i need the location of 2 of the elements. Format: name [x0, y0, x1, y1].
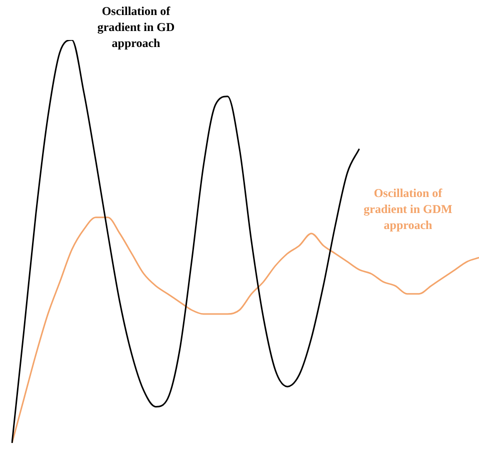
text: Oscillation of gradient in GDM approach — [364, 186, 452, 232]
series-label: Oscillation of gradient in GD approach — [97, 4, 175, 50]
